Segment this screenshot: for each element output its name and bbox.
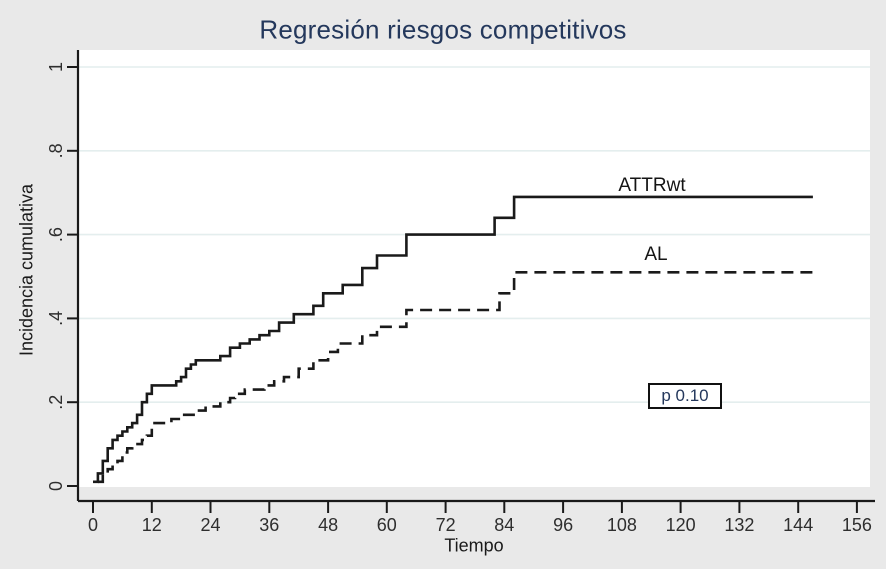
x-axis-title: Tiempo — [444, 536, 503, 557]
x-tick-label: 24 — [200, 515, 220, 535]
x-tick-label: 72 — [436, 515, 456, 535]
x-tick-label: 156 — [842, 515, 872, 535]
x-tick-label: 108 — [607, 515, 637, 535]
plot-background — [79, 50, 870, 487]
y-axis-title: Incidencia cumulativa — [17, 184, 38, 356]
x-tick-label: 96 — [553, 515, 573, 535]
y-tick-label: .4 — [46, 311, 66, 326]
y-tick-label: .8 — [46, 143, 66, 158]
graph-canvas: 0 .2 .4 .6 .8 1 0 12 24 36 48 60 72 84 96 108 120 132 144 1… — [0, 0, 886, 569]
x-tick-label: 12 — [142, 515, 162, 535]
p-value-box: p 0.10 — [648, 383, 722, 409]
plot-area: 0 .2 .4 .6 .8 1 0 12 24 36 48 60 72 84 96 108 120 132 144 1… — [0, 0, 886, 569]
y-tick-label: 1 — [46, 62, 66, 72]
y-tick-label: 0 — [46, 481, 66, 491]
x-tick-label: 120 — [666, 515, 696, 535]
y-tick-label: .6 — [46, 227, 66, 242]
x-tick-label: 132 — [724, 515, 754, 535]
x-tick-label: 60 — [377, 515, 397, 535]
y-tick-label: .2 — [46, 395, 66, 410]
x-tick-label: 0 — [88, 515, 98, 535]
x-tick-label: 48 — [318, 515, 338, 535]
x-tick-label: 36 — [259, 515, 279, 535]
x-tick-label: 144 — [783, 515, 813, 535]
series-label-al: AL — [644, 244, 667, 266]
series-label-attrwt: ATTRwt — [618, 175, 685, 197]
x-tick-label: 84 — [494, 515, 514, 535]
chart-title: Regresión riesgos competitivos — [259, 15, 626, 46]
